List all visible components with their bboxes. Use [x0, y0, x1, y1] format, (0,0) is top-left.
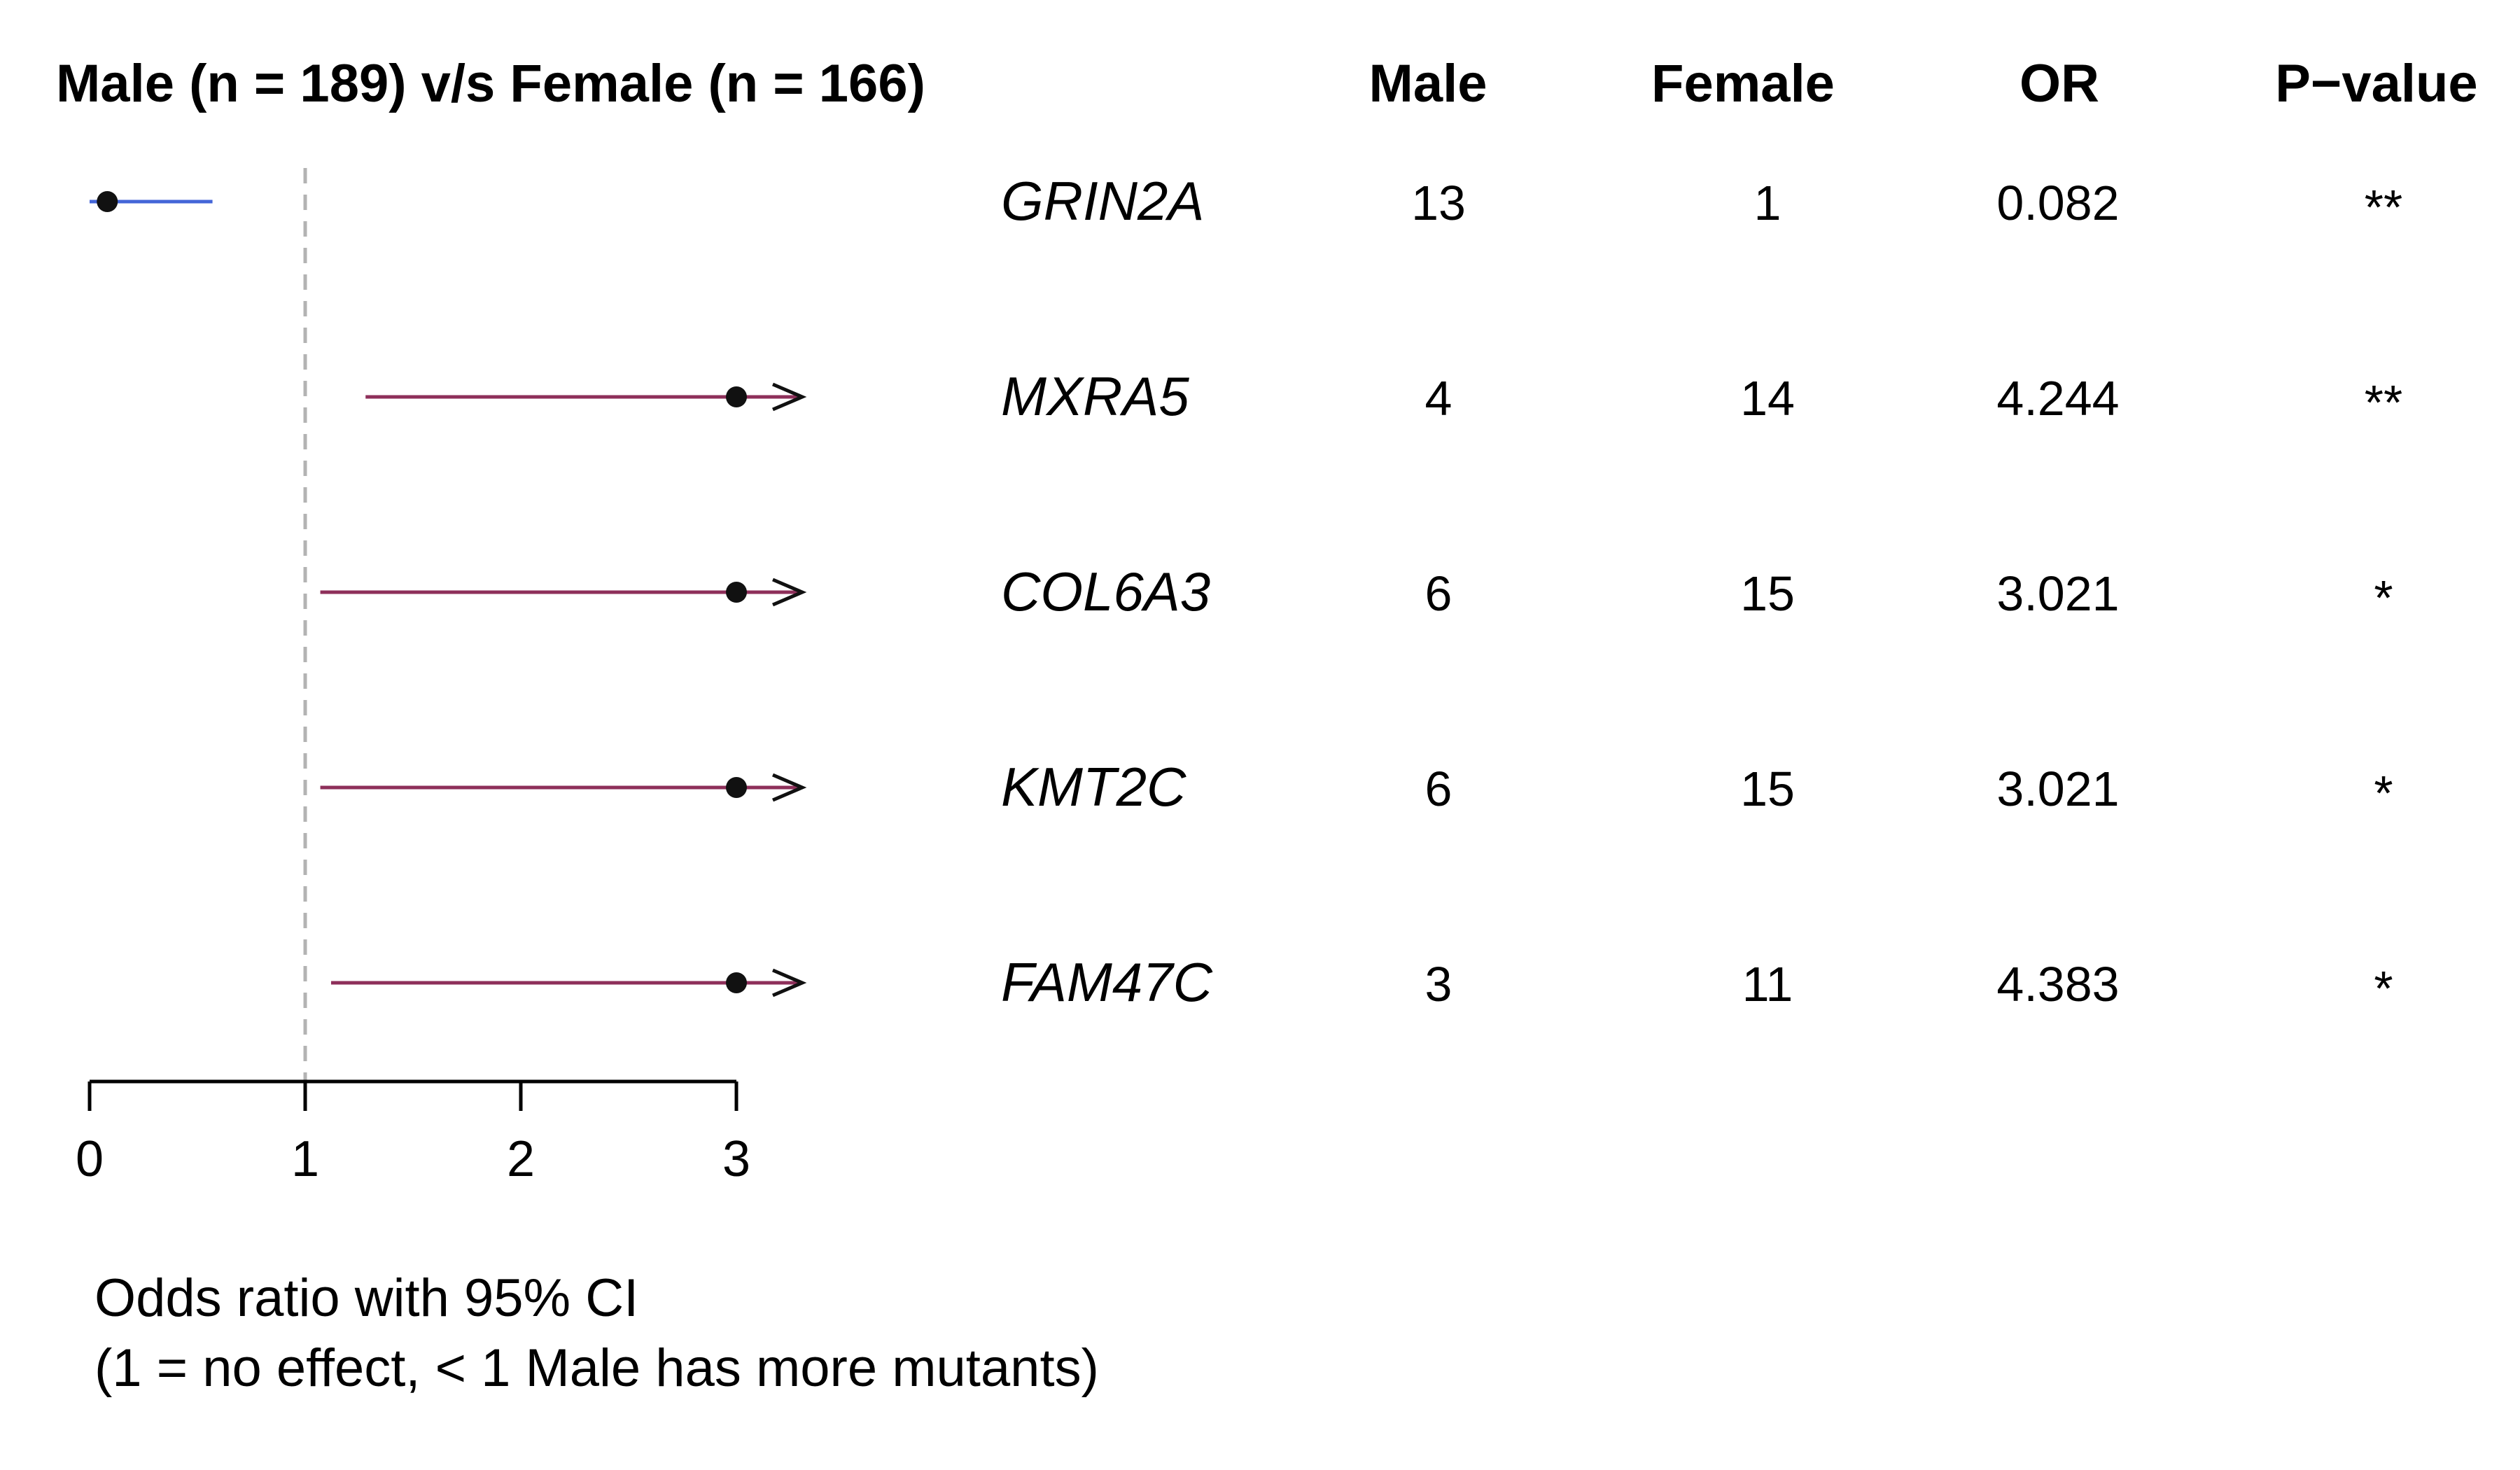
female-count: 15 [1740, 566, 1795, 621]
pvalue-stars: ** [2365, 375, 2402, 430]
x-tick-label: 3 [722, 1131, 750, 1187]
forest-row: KMT2C 6 15 3.021 * [320, 756, 2393, 820]
or-value: 3.021 [1996, 566, 2119, 621]
male-count: 13 [1411, 176, 1466, 230]
gene-label: FAM47C [1001, 951, 1213, 1013]
forest-row: COL6A3 6 15 3.021 * [320, 561, 2393, 625]
x-axis-label-line-2: (1 = no effect, < 1 Male has more mutant… [94, 1338, 1099, 1398]
forest-row: FAM47C 3 11 4.383 * [330, 951, 2393, 1016]
female-count: 11 [1742, 957, 1793, 1011]
forest-row: MXRA5 4 14 4.244 ** [365, 365, 2402, 430]
or-value: 4.244 [1996, 371, 2119, 426]
female-count: 15 [1740, 762, 1795, 816]
column-header-or: OR [2019, 54, 2099, 113]
gene-label: GRIN2A [1001, 170, 1204, 232]
gene-label: COL6A3 [1001, 561, 1210, 622]
x-axis-label-line-1: Odds ratio with 95% CI [94, 1268, 638, 1328]
ci-truncation-arrow [772, 968, 807, 997]
x-tick-label: 1 [291, 1131, 319, 1187]
column-header-female: Female [1651, 54, 1835, 113]
gene-label: KMT2C [1001, 756, 1186, 818]
ci-truncation-arrow [772, 578, 807, 607]
or-value: 0.082 [1996, 176, 2119, 230]
or-point [726, 777, 747, 798]
pvalue-stars: * [2374, 961, 2393, 1016]
pvalue-stars: ** [2365, 180, 2402, 234]
chart-title: Male (n = 189) v/s Female (n = 166) [56, 54, 925, 113]
or-point [726, 582, 747, 603]
pvalue-stars: * [2374, 570, 2393, 625]
or-value: 3.021 [1996, 762, 2119, 816]
female-count: 14 [1740, 371, 1795, 426]
or-point [726, 972, 747, 993]
column-header-pvalue: P−value [2275, 54, 2477, 113]
male-count: 6 [1425, 566, 1452, 621]
or-point [726, 386, 747, 407]
ci-truncation-arrow [772, 773, 807, 802]
forest-row: GRIN2A 13 1 0.082 ** [90, 170, 2402, 234]
column-header-male: Male [1369, 54, 1488, 113]
x-tick-label: 2 [507, 1131, 535, 1187]
or-value: 4.383 [1996, 957, 2119, 1011]
pvalue-stars: * [2374, 766, 2393, 820]
x-tick-label: 0 [76, 1131, 104, 1187]
x-axis: 0 1 2 3 [76, 1079, 750, 1187]
male-count: 6 [1425, 762, 1452, 816]
ci-truncation-arrow [772, 382, 807, 412]
male-count: 3 [1425, 957, 1452, 1011]
gene-label: MXRA5 [1001, 365, 1189, 427]
or-point [97, 191, 118, 212]
forest-rows: GRIN2A 13 1 0.082 **MXRA5 4 14 4.244 **COL6A3 6 15… [90, 170, 2402, 1016]
female-count: 1 [1754, 176, 1782, 230]
male-count: 4 [1425, 371, 1452, 426]
